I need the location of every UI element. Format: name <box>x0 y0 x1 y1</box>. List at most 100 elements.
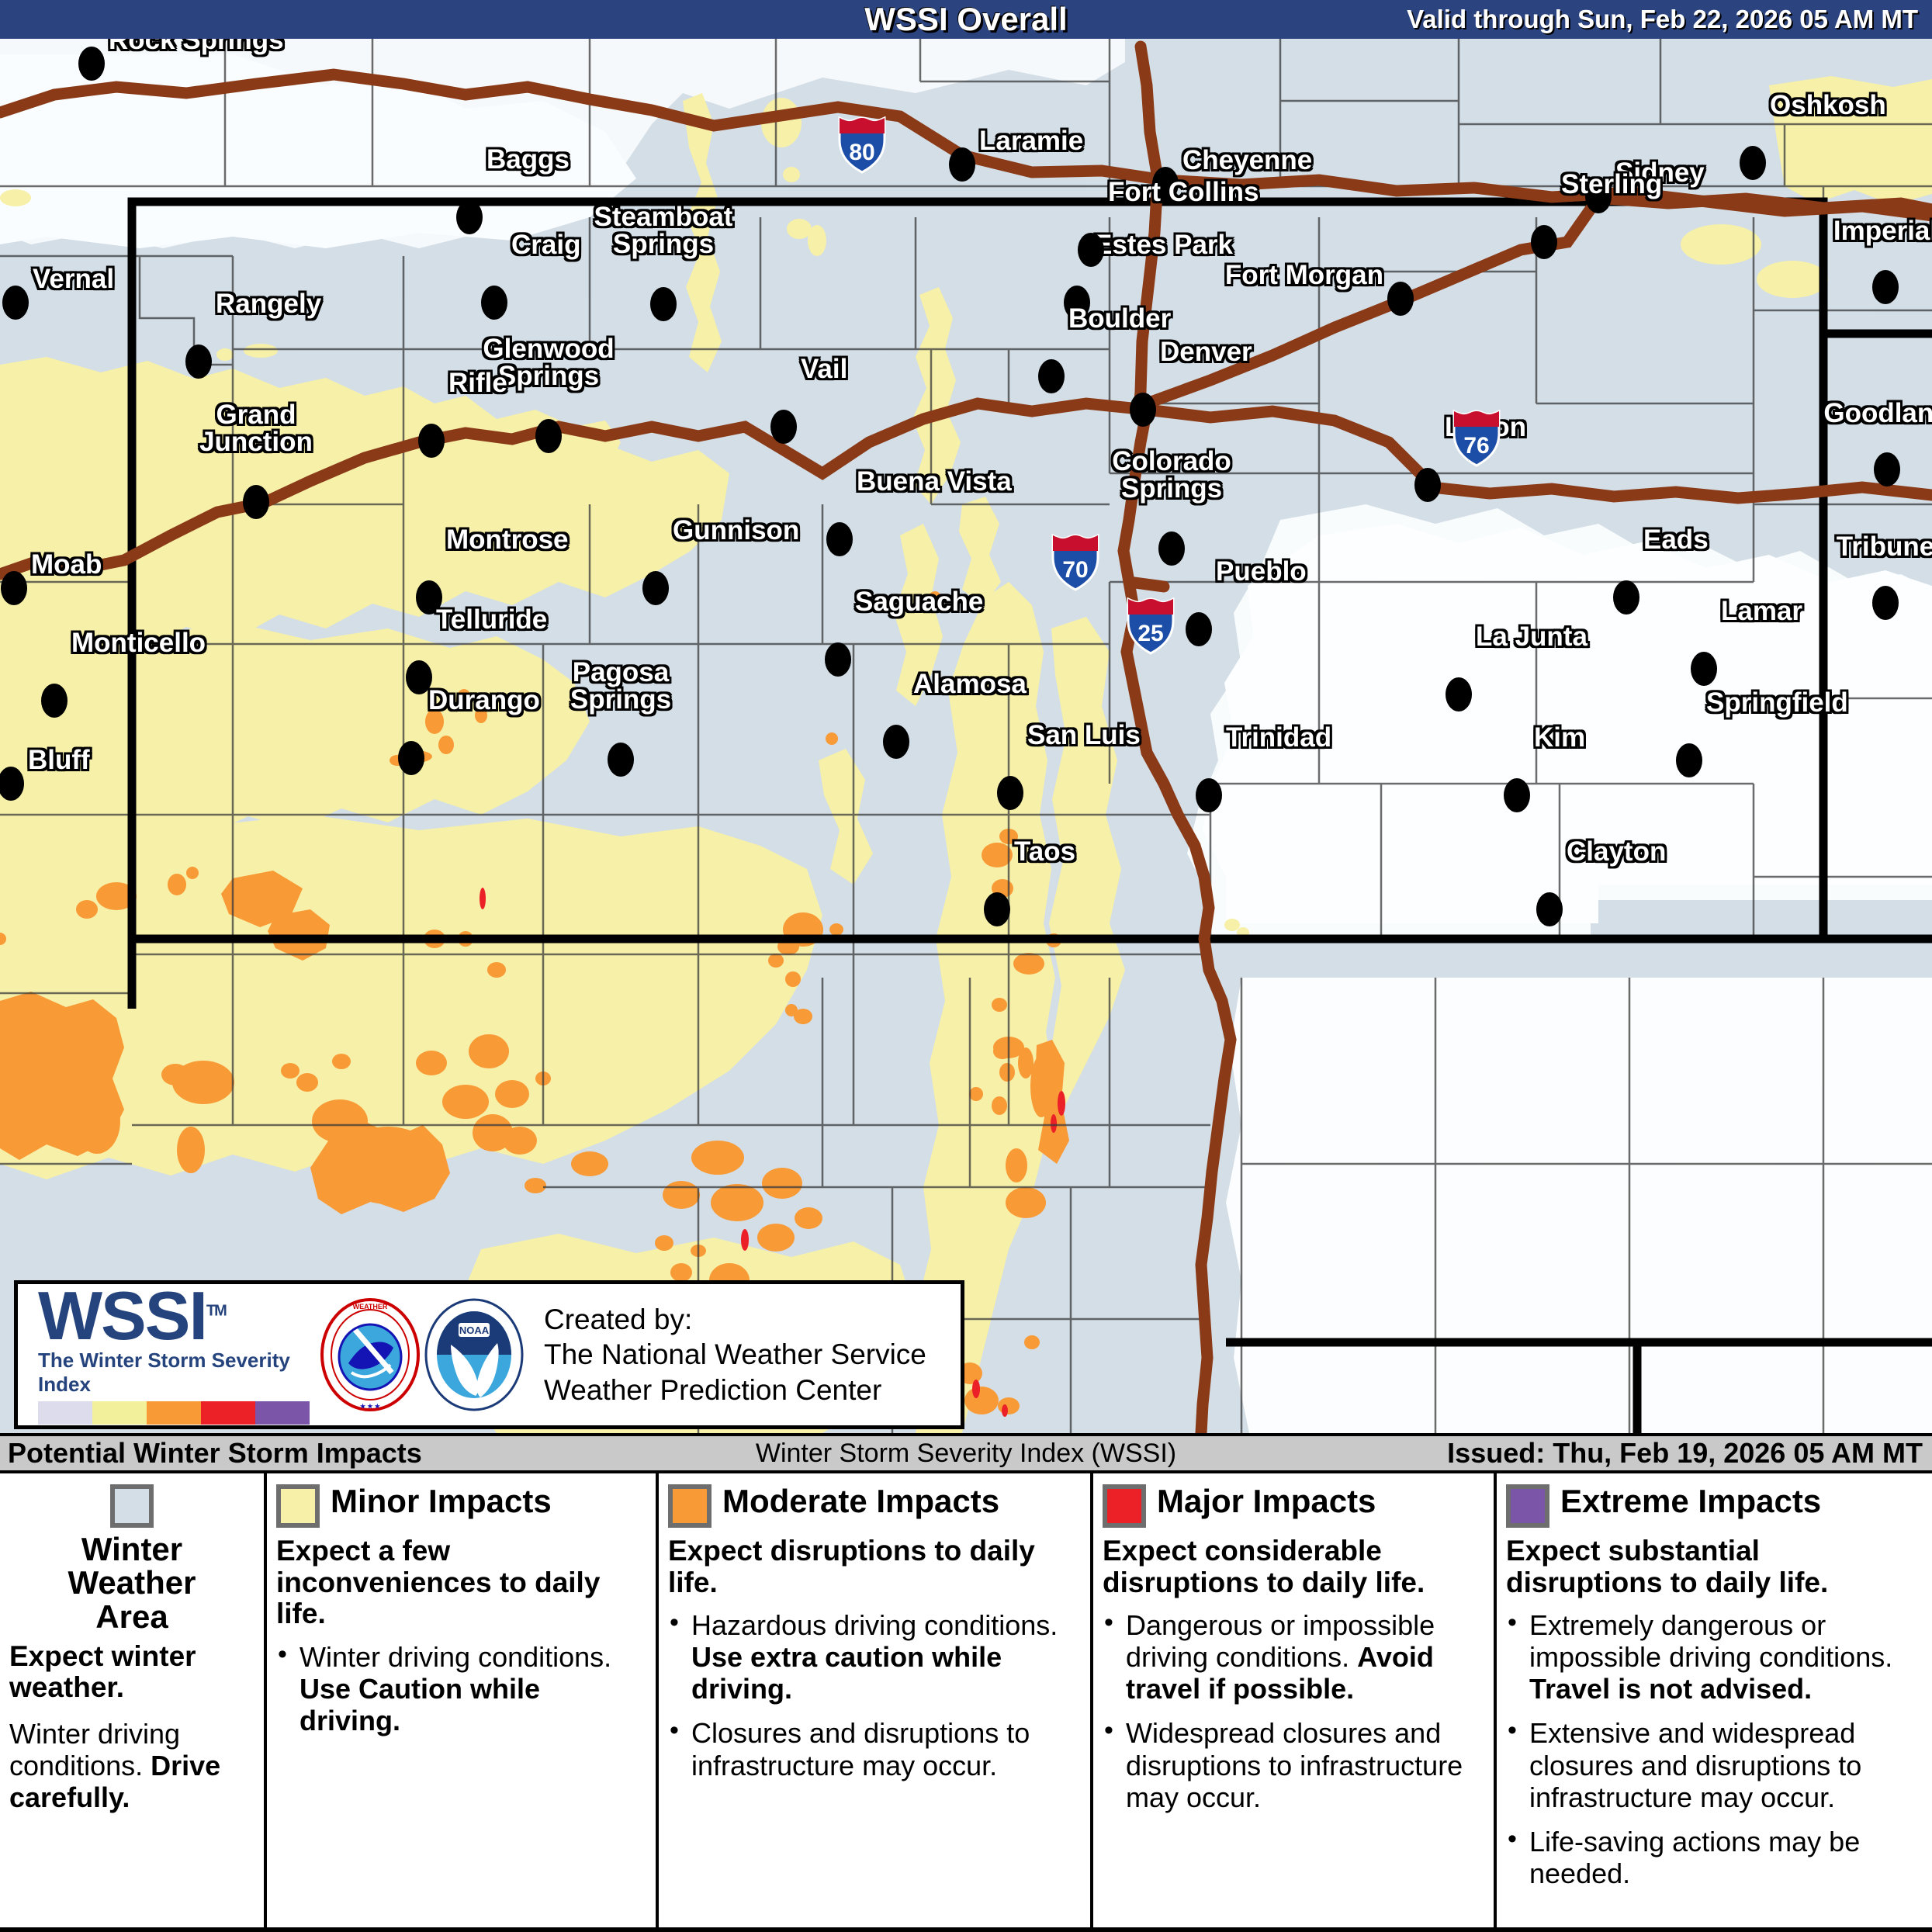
legend-header: Major Impacts <box>1103 1484 1484 1528</box>
created-by-block: Created by: The National Weather Service… <box>544 1302 926 1407</box>
city-dot-icon <box>1130 393 1156 427</box>
city-label: Vail <box>801 354 848 384</box>
legend-bullet-item: Closures and disruptions to infrastructu… <box>668 1716 1081 1781</box>
city-dot-icon <box>1872 586 1899 620</box>
city-dot-icon <box>535 419 562 453</box>
impacts-strip: Potential Winter Storm Impacts Winter St… <box>0 1433 1932 1473</box>
city-dot-icon <box>642 571 669 605</box>
legend-bullet-item: Dangerous or impossible driving conditio… <box>1103 1608 1484 1705</box>
city-label: Lamar <box>1721 596 1803 626</box>
city-dot-icon <box>1414 468 1441 502</box>
city-label: Laramie <box>979 126 1084 156</box>
legend-column-minor-impacts: Minor Impacts Expect a few inconveniences… <box>264 1473 656 1927</box>
wssi-logo: WSSITM The Winter Storm Severity Index <box>18 1282 320 1425</box>
legend-lead-text: Expect winter weather. <box>9 1639 196 1704</box>
city-label: Telluride <box>436 604 548 635</box>
city-dot-icon <box>1 571 27 605</box>
city-dot-icon <box>185 345 212 379</box>
city-dot-icon <box>1872 270 1899 304</box>
legend-swatch-winter-weather-area <box>110 1484 154 1528</box>
strip-center-label: Winter Storm Severity Index (WSSI) <box>755 1438 1177 1468</box>
trademark-mark: TM <box>206 1303 227 1321</box>
legend-header: Moderate Impacts <box>668 1484 1081 1528</box>
impact-legend: Winter Weather Area Expect winter weather. W… <box>0 1473 1932 1932</box>
city-label: Gunnison <box>673 515 800 545</box>
strip-left-label: Potential Winter Storm Impacts <box>8 1437 422 1469</box>
city-dot-icon <box>1691 652 1717 686</box>
city-label: Oshkosh <box>1770 90 1886 120</box>
city-dot-icon <box>770 410 797 444</box>
city-label: La Junta <box>1476 621 1587 652</box>
nws-seal-icon: WEATHER ★ ★ ★ <box>320 1298 420 1411</box>
city-label: Durango <box>428 685 540 715</box>
city-dot-icon <box>650 287 677 321</box>
city-dot-icon <box>78 47 105 81</box>
city-label: Craig <box>511 230 581 260</box>
city-dot-icon <box>1676 743 1702 777</box>
svg-text:70: 70 <box>1062 557 1088 583</box>
city-label: Kim <box>1534 722 1586 753</box>
city-dot-icon <box>1186 612 1212 646</box>
city-label: Rangely <box>216 289 322 319</box>
city-label: Eads <box>1643 525 1709 555</box>
legend-column-major-impacts: Major Impacts Expect considerable disrupt… <box>1090 1473 1494 1927</box>
legend-header: Minor Impacts <box>276 1484 646 1528</box>
city-label: Grand Junction <box>199 400 313 457</box>
legend-bullet-item: Life-saving actions may be needed. <box>1506 1824 1923 1889</box>
legend-bullet-item: Winter driving conditions. Use Caution w… <box>276 1639 646 1736</box>
org-line-1: The National Weather Service <box>544 1338 926 1371</box>
city-label: Bluff <box>28 745 90 775</box>
legend-swatch-moderate-impacts <box>668 1484 712 1528</box>
city-dot-icon <box>456 200 483 234</box>
city-dot-icon <box>825 642 851 677</box>
valid-through-text: Valid through Sun, Feb 22, 2026 05 AM MT <box>1407 5 1918 33</box>
city-label: Saguache <box>855 587 984 617</box>
page-title: WSSI Overall <box>864 1 1068 37</box>
city-label: Estes Park <box>1094 230 1234 260</box>
legend-lead-text: Expect disruptions to daily life. <box>668 1535 1035 1598</box>
legend-bullet-list: Dangerous or impossible driving conditio… <box>1103 1608 1484 1813</box>
city-label: Goodland <box>1823 398 1932 428</box>
legend-bullet-item: Hazardous driving conditions. Use extra … <box>668 1608 1081 1705</box>
city-label: Colorado Springs <box>1112 446 1231 504</box>
legend-bullet-item: Widespread closures and disruptions to i… <box>1103 1716 1484 1813</box>
city-label: Boulder <box>1068 303 1172 334</box>
city-label: Denver <box>1160 337 1252 367</box>
city-label: Taos <box>1014 836 1076 867</box>
legend-column-moderate-impacts: Moderate Impacts Expect disruptions to da… <box>656 1473 1090 1927</box>
svg-text:80: 80 <box>849 140 874 165</box>
city-dot-icon <box>1613 580 1639 615</box>
svg-text:WEATHER: WEATHER <box>353 1303 388 1311</box>
city-label: Fort Collins <box>1108 177 1259 207</box>
city-label: Moab <box>31 549 102 580</box>
svg-text:25: 25 <box>1137 621 1163 646</box>
city-dot-icon <box>883 725 909 759</box>
legend-header: Extreme Impacts <box>1506 1484 1923 1528</box>
legend-bullet-list: Winter driving conditions. Use Caution w… <box>276 1639 646 1736</box>
legend-title: Winter Weather Area <box>68 1531 196 1635</box>
city-label: Pagosa Springs <box>570 657 672 715</box>
map-graphic <box>0 39 1932 1433</box>
city-label: Sidney <box>1615 158 1705 188</box>
city-label: Rock Springs <box>109 39 284 55</box>
wssi-tagline: The Winter Storm Severity Index <box>38 1348 290 1396</box>
created-by-label: Created by: <box>544 1304 693 1336</box>
city-dot-icon <box>481 286 507 320</box>
legend-swatch-major-impacts <box>1103 1484 1146 1528</box>
city-label: Monticello <box>71 628 206 658</box>
city-label: Imperial <box>1833 216 1932 246</box>
city-dot-icon <box>949 147 975 182</box>
wssi-map[interactable]: Rock Springs Laramie Cheyenne Oshkosh Sidney… <box>0 39 1932 1433</box>
legend-lead-text: Expect considerable disruptions to daily… <box>1103 1535 1425 1598</box>
city-dot-icon <box>243 485 269 519</box>
city-dot-icon <box>1446 677 1472 712</box>
city-label: Buena Vista <box>857 466 1012 497</box>
interstate-shield-icon: 80 <box>838 116 886 174</box>
city-dot-icon <box>984 892 1010 926</box>
legend-bullet-item: Extensive and widespread closures and di… <box>1506 1716 1923 1813</box>
legend-lead-text: Expect substantial disruptions to daily … <box>1506 1535 1829 1598</box>
city-label: Baggs <box>486 144 570 175</box>
city-dot-icon <box>1196 778 1222 812</box>
city-dot-icon <box>1740 146 1766 180</box>
city-label: Glenwood Springs <box>483 334 615 391</box>
